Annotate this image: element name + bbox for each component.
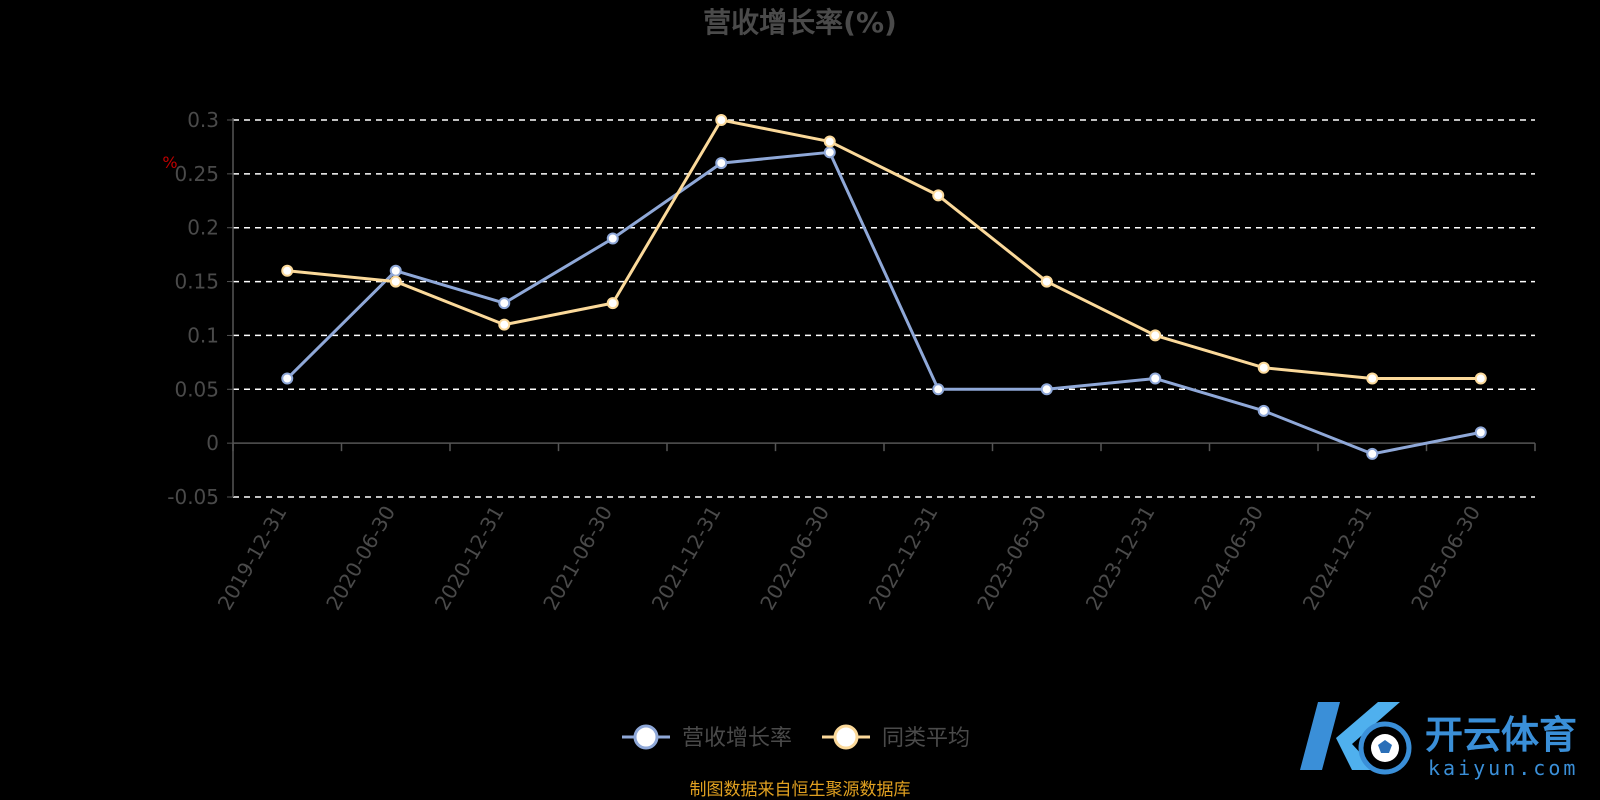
data-point [715, 114, 728, 126]
legend-marker-revenue-growth [633, 724, 659, 750]
x-tick-label: 2023-06-30 [972, 502, 1051, 615]
data-point [1474, 426, 1487, 439]
y-unit-mark: % [162, 153, 177, 172]
y-tick-label: 0.1 [187, 323, 219, 347]
data-point [498, 297, 511, 310]
data-point [606, 297, 619, 310]
y-tick-label: 0.3 [187, 108, 219, 132]
data-point [1474, 372, 1487, 385]
y-tick-label: -0.05 [167, 485, 219, 509]
watermark-domain: kaiyun.com [1428, 756, 1578, 780]
x-tick-label: 2021-06-30 [538, 502, 617, 615]
data-point [1040, 275, 1053, 288]
series-lines [281, 114, 1487, 460]
x-tick-label: 2019-12-31 [213, 502, 292, 615]
x-tick-label: 2022-12-31 [864, 502, 943, 615]
legend-item-peer-average[interactable]: 同类平均 [822, 724, 970, 751]
y-tick-label: 0.25 [174, 162, 219, 186]
series-line [287, 118, 1481, 381]
legend-label-peer-average: 同类平均 [882, 726, 970, 751]
data-point [823, 146, 836, 159]
data-point [1149, 372, 1162, 385]
data-point [823, 135, 836, 148]
series-peer-average [281, 114, 1487, 385]
series-revenue-growth [281, 146, 1487, 460]
x-tick-label: 2024-06-30 [1189, 502, 1268, 615]
data-point [389, 275, 402, 288]
legend-label-revenue-growth: 营收增长率 [682, 726, 792, 751]
x-tick-label: 2020-12-31 [430, 502, 509, 615]
y-tick-label: 0.2 [187, 216, 219, 240]
legend-marker-peer-average [833, 724, 859, 750]
data-point [932, 189, 945, 202]
data-point [281, 264, 294, 277]
data-point [1366, 447, 1379, 460]
data-point [1040, 383, 1053, 396]
y-tick-label: 0.05 [174, 377, 219, 401]
data-point [498, 318, 511, 331]
y-tick-label: 0.15 [174, 270, 219, 294]
data-point [1149, 329, 1162, 342]
source-note: 制图数据来自恒生聚源数据库 [690, 780, 911, 800]
legend-item-revenue-growth[interactable]: 营收增长率 [622, 724, 792, 751]
x-axis-ticks: 2019-12-31 2020-06-30 2020-12-31 2021-06-30… [213, 443, 1536, 615]
x-tick-label: 2020-06-30 [321, 502, 400, 615]
chart-title: 营收增长率(%) [703, 6, 897, 39]
legend[interactable]: 营收增长率 同类平均 [622, 724, 970, 751]
kaiyun-logo-icon [1300, 702, 1412, 775]
watermark-logo: 开云体育 kaiyun.com [1300, 702, 1578, 780]
data-point [1366, 372, 1379, 385]
data-point [606, 232, 619, 245]
data-point [1257, 361, 1270, 374]
data-point [281, 372, 294, 385]
x-tick-label: 2024-12-31 [1298, 502, 1377, 615]
data-point [389, 264, 402, 277]
x-tick-label: 2023-12-31 [1081, 502, 1160, 615]
x-tick-label: 2021-12-31 [647, 502, 726, 615]
x-tick-label: 2025-06-30 [1406, 502, 1485, 615]
y-tick-label: 0 [206, 431, 219, 455]
data-point [715, 157, 728, 170]
x-tick-label: 2022-06-30 [755, 502, 834, 615]
data-point [1257, 404, 1270, 417]
y-axis-ticks: 0.3 0.25 0.2 0.15 0.1 0.05 0 -0.05 [167, 108, 233, 509]
watermark-brand: 开云体育 [1425, 713, 1577, 757]
series-line [286, 150, 1482, 456]
grid-lines [233, 119, 1535, 498]
data-point [932, 383, 945, 396]
